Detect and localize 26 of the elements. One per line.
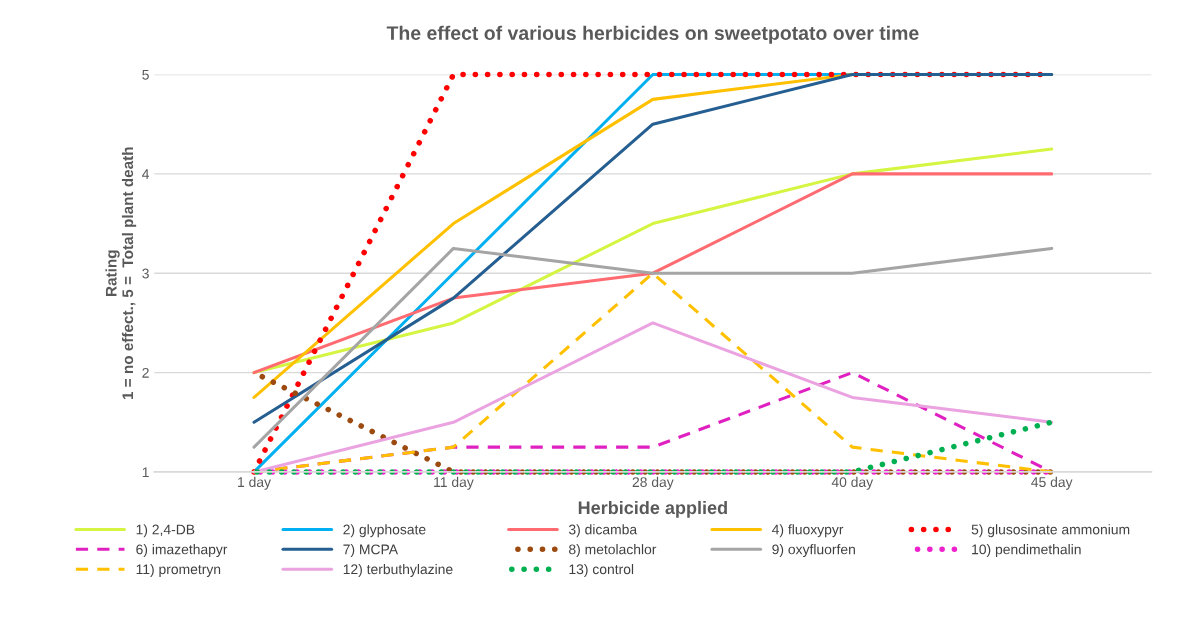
x-tick-label: 45 day — [1031, 476, 1073, 490]
legend-label: 1) 2,4-DB — [136, 524, 195, 538]
legend-label: 5) glusosinate ammonium — [971, 524, 1130, 538]
legend-label: 2) glyphosate — [343, 524, 426, 538]
legend-label: 13) control — [569, 563, 634, 577]
x-tick-label: 40 day — [831, 476, 874, 490]
x-tick-label: 1 day — [238, 476, 271, 490]
y-tick-label: 2 — [142, 367, 149, 378]
legend-label: 8) metolachlor — [569, 544, 657, 558]
y-tick-label: 3 — [142, 268, 149, 279]
legend-label: 11) prometryn — [136, 563, 221, 577]
legend-label: 6) imazethapyr — [136, 544, 228, 558]
x-axis-title: Herbicide applied — [578, 500, 727, 518]
legend-label: 7) MCPA — [343, 544, 399, 558]
x-tick-label: 11 day — [434, 476, 474, 490]
legend-label: 9) oxyfluorfen — [772, 544, 855, 558]
chart-title: The effect of various herbicides on sweetpotato over time — [386, 25, 919, 44]
y-axis-title: Rating 1 = no effect., 5 = Total plant death — [105, 147, 137, 400]
x-tick-label: 28 day — [632, 476, 674, 490]
y-tick-label: 5 — [142, 70, 149, 80]
legend-label: 4) fluoxypyr — [772, 524, 844, 538]
legend-label: 12) terbuthylazine — [343, 563, 453, 577]
y-tick-label: 1 — [142, 467, 149, 477]
y-tick-label: 4 — [142, 169, 150, 179]
legend-label: 3) dicamba — [568, 524, 638, 538]
legend-label: 10) pendimethalin — [972, 544, 1081, 558]
